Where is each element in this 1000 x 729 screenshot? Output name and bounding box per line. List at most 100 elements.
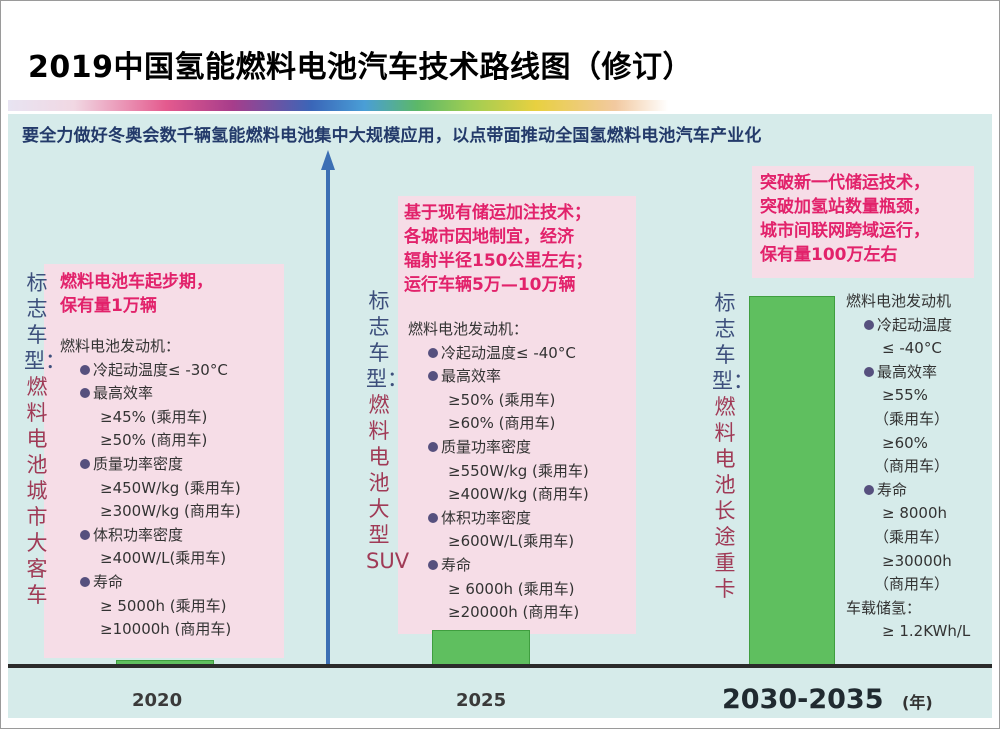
spec-line: ≥10000h (商用车) — [60, 618, 241, 642]
spec-text: 最高效率 — [877, 362, 938, 381]
spec-text: ≥60% — [882, 433, 928, 452]
decorative-rainbow-strip — [8, 100, 668, 111]
stage-2025-description: 基于现有储运加注技术； 各城市因地制宜，经济 辐射半径150公里左右； 运行车辆… — [404, 201, 593, 297]
bullet-dot-icon — [80, 576, 90, 587]
spec-text: ≥600W/L(乘用车) — [448, 532, 575, 551]
vehicle-label-body: 燃料电池长途重卡 — [714, 395, 736, 601]
bullet-dot-icon — [864, 484, 874, 495]
spec-text: 体积功率密度 — [441, 508, 532, 527]
spec-text: ≥20000h (商用车) — [448, 603, 580, 622]
spec-text: ≥55% — [882, 386, 928, 405]
stage-text-line: 突破新一代储运技术， — [760, 173, 930, 193]
spec-text: ≥450W/kg (乘用车) — [100, 478, 241, 497]
spec-line: ≥300W/kg (商用车) — [60, 500, 241, 524]
spec-line: 冷起动温度≤ -40°C — [408, 342, 589, 366]
spec-line: 冷起动温度 — [846, 314, 970, 338]
spec-line: （商用车） — [846, 455, 970, 479]
stage-2030-bar — [749, 296, 835, 666]
spec-line: ≥30000h — [846, 550, 970, 574]
spec-text: ≥45% (乘用车) — [100, 407, 208, 426]
spec-line: 寿命 — [408, 554, 589, 578]
spec-text: ≥50% (乘用车) — [448, 390, 556, 409]
vehicle-label-head: 标志车型： — [24, 271, 66, 373]
spec-text: ≥ 1.2KWh/L — [882, 622, 971, 641]
bullet-dot-icon — [428, 371, 438, 382]
spec-line: 最高效率 — [846, 361, 970, 385]
spec-line: （乘用车） — [846, 408, 970, 432]
vehicle-label-body: 燃料电池城市大客车 — [26, 375, 48, 607]
stage-2025-bar — [432, 630, 530, 666]
spec-text: 最高效率 — [93, 384, 154, 403]
vehicle-label-body: 燃料电池大型SUV — [366, 393, 410, 573]
spec-text: （商用车） — [874, 457, 950, 476]
spec-text: ≥300W/kg (商用车) — [100, 502, 241, 521]
bullet-dot-icon — [864, 366, 874, 377]
spec-text: ≥ 6000h (乘用车) — [448, 579, 575, 598]
spec-line: ≥ 6000h (乘用车) — [408, 578, 589, 602]
spec-text: （乘用车） — [874, 409, 950, 428]
spec-text: ≥400W/kg (商用车) — [448, 485, 589, 504]
stage-2025-panel — [398, 196, 636, 634]
stage-2030-vehicle-label: 标志车型： 燃料电池长途重卡 — [712, 290, 754, 602]
spec-line: ≥550W/kg (乘用车) — [408, 460, 589, 484]
spec-line: 体积功率密度 — [408, 507, 589, 531]
spec-line: ≥600W/L(乘用车) — [408, 530, 589, 554]
spec-text: 寿命 — [877, 480, 908, 499]
spec-line: 体积功率密度 — [60, 524, 241, 548]
bullet-dot-icon — [864, 319, 874, 330]
spec-line: 车载储氢： — [846, 597, 970, 621]
timeline-baseline — [8, 664, 992, 668]
stage-text-line: 突破加氢站数量瓶颈， — [760, 197, 930, 217]
bullet-dot-icon — [428, 512, 438, 523]
stage-text-line: 城市间联网跨域运行， — [760, 221, 930, 241]
spec-line: ≥400W/kg (商用车) — [408, 483, 589, 507]
vehicle-label-head: 标志车型： — [366, 289, 408, 391]
spec-text: ≥30000h — [882, 551, 952, 570]
spec-text: ≥10000h (商用车) — [100, 620, 232, 639]
stage-text-line: 各城市因地制宜，经济 — [404, 227, 574, 247]
stage-2020-specs: 燃料电池发动机： 冷起动温度≤ -30°C 最高效率 ≥45% (乘用车) ≥50% (… — [60, 335, 241, 642]
bullet-dot-icon — [80, 388, 90, 399]
growth-arrow-head-icon — [321, 150, 335, 170]
year-unit-label: (年) — [902, 693, 933, 712]
spec-line: ≥400W/L(乘用车) — [60, 547, 241, 571]
spec-line: ≥ 8000h — [846, 502, 970, 526]
spec-text: 质量功率密度 — [93, 454, 184, 473]
spec-text: 寿命 — [93, 572, 124, 591]
stage-2025-vehicle-label: 标志车型： 燃料电池大型SUV — [366, 288, 410, 574]
spec-line: ≥60% (商用车) — [408, 412, 589, 436]
spec-line: ≥50% (乘用车) — [408, 389, 589, 413]
spec-line: 寿命 — [846, 479, 970, 503]
spec-text: 体积功率密度 — [93, 525, 184, 544]
spec-line: ≥60% — [846, 432, 970, 456]
stage-text-line: 运行车辆5万—10万辆 — [404, 275, 576, 295]
stage-text-line: 基于现有储运加注技术； — [404, 203, 591, 223]
spec-line: ≥55% — [846, 384, 970, 408]
roadmap-subtitle: 要全力做好冬奥会数千辆氢能燃料电池集中大规模应用，以点带面推动全国氢燃料电池汽车… — [22, 126, 762, 146]
spec-line: 最高效率 — [408, 365, 589, 389]
growth-arrow-shaft — [326, 168, 330, 665]
specs-title: 燃料电池发动机 — [846, 292, 952, 310]
spec-text: ≥ 5000h (乘用车) — [100, 596, 227, 615]
spec-text: （乘用车） — [874, 527, 950, 546]
stage-text-line: 燃料电池车起步期， — [60, 272, 213, 292]
specs-title: 燃料电池发动机： — [60, 337, 181, 355]
year-2020-label: 2020 — [132, 690, 183, 711]
stage-text-line: 保有量1万辆 — [60, 296, 157, 316]
spec-line: （商用车） — [846, 573, 970, 597]
spec-text: 冷起动温度≤ -40°C — [441, 343, 576, 362]
spec-text: ≤ -40°C — [882, 339, 942, 358]
spec-line: 冷起动温度≤ -30°C — [60, 359, 241, 383]
vehicle-label-head: 标志车型： — [712, 291, 754, 393]
spec-line: ≥50% (商用车) — [60, 429, 241, 453]
bullet-dot-icon — [80, 458, 90, 469]
year-2030-2035-label: 2030-2035 — [722, 684, 884, 715]
spec-text: 车载储氢： — [846, 598, 922, 617]
spec-line: ≥45% (乘用车) — [60, 406, 241, 430]
stage-text-line: 辐射半径150公里左右； — [404, 251, 593, 271]
spec-line: ≥ 1.2KWh/L — [846, 620, 970, 644]
spec-text: ≥ 8000h — [882, 504, 948, 523]
stage-text-line: 保有量100万左右 — [760, 245, 898, 265]
spec-text: ≥60% (商用车) — [448, 414, 556, 433]
bullet-dot-icon — [80, 364, 90, 375]
